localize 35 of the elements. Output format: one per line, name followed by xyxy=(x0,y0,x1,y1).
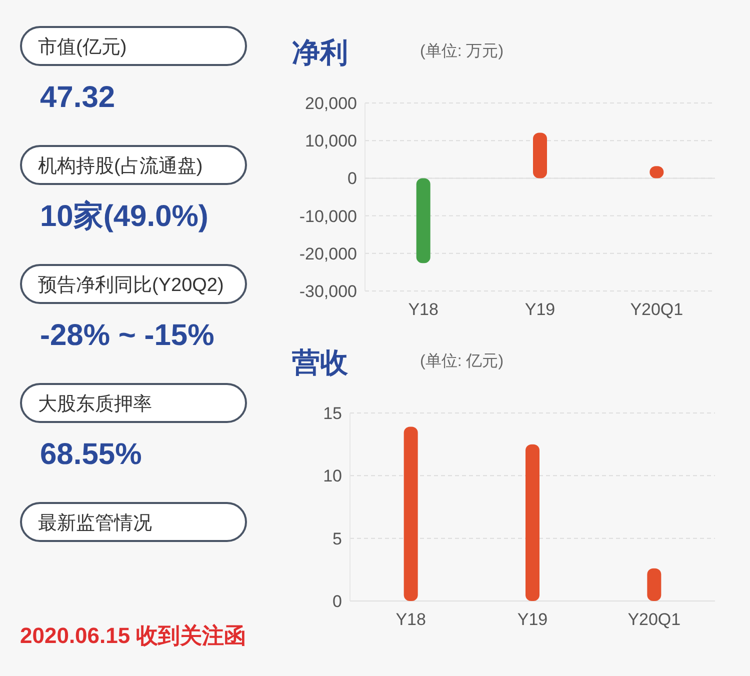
y-tick-label: 10,000 xyxy=(305,132,357,151)
x-tick-label: Y19 xyxy=(524,300,556,319)
text: 47.32 xyxy=(40,81,116,114)
bar xyxy=(416,178,430,264)
y-tick-label: 0 xyxy=(348,169,357,188)
text: 10家(49.0%) xyxy=(40,199,208,233)
y-tick-label: -20,000 xyxy=(299,244,357,264)
text: 市值(亿元) xyxy=(38,36,127,58)
bar xyxy=(647,568,662,601)
text: 最新监管情况 xyxy=(38,512,152,534)
x-tick-label: Y18 xyxy=(396,610,426,629)
text: 2020.06.15 收到关注函 xyxy=(20,623,246,648)
x-tick-label: Y20Q1 xyxy=(628,610,681,629)
y-tick-label: -30,000 xyxy=(299,282,357,301)
text: 68.55% xyxy=(40,438,142,471)
bar xyxy=(404,426,418,601)
text: 机构持股(占流通盘) xyxy=(38,155,203,177)
chart-title: 净利 xyxy=(292,37,348,68)
bar xyxy=(533,132,547,178)
y-tick-label: 15 xyxy=(323,404,342,423)
y-tick-label: 20,000 xyxy=(305,94,357,113)
y-tick-label: 10 xyxy=(323,466,342,486)
y-tick-label: -10,000 xyxy=(299,206,357,226)
x-tick-label: Y20Q1 xyxy=(630,300,684,319)
bar xyxy=(526,444,540,601)
chart-subtitle: (单位: 亿元) xyxy=(420,352,504,370)
x-tick-label: Y19 xyxy=(517,610,548,629)
chart-title: 营收 xyxy=(291,347,349,378)
text: 大股东质押率 xyxy=(38,393,152,415)
chart-subtitle: (单位: 万元) xyxy=(420,42,504,60)
text: -28% ~ -15% xyxy=(40,319,214,352)
x-tick-label: Y18 xyxy=(408,300,438,319)
y-tick-label: 5 xyxy=(332,529,342,548)
y-tick-label: 0 xyxy=(332,592,342,611)
text: 预告净利同比(Y20Q2) xyxy=(38,275,224,296)
